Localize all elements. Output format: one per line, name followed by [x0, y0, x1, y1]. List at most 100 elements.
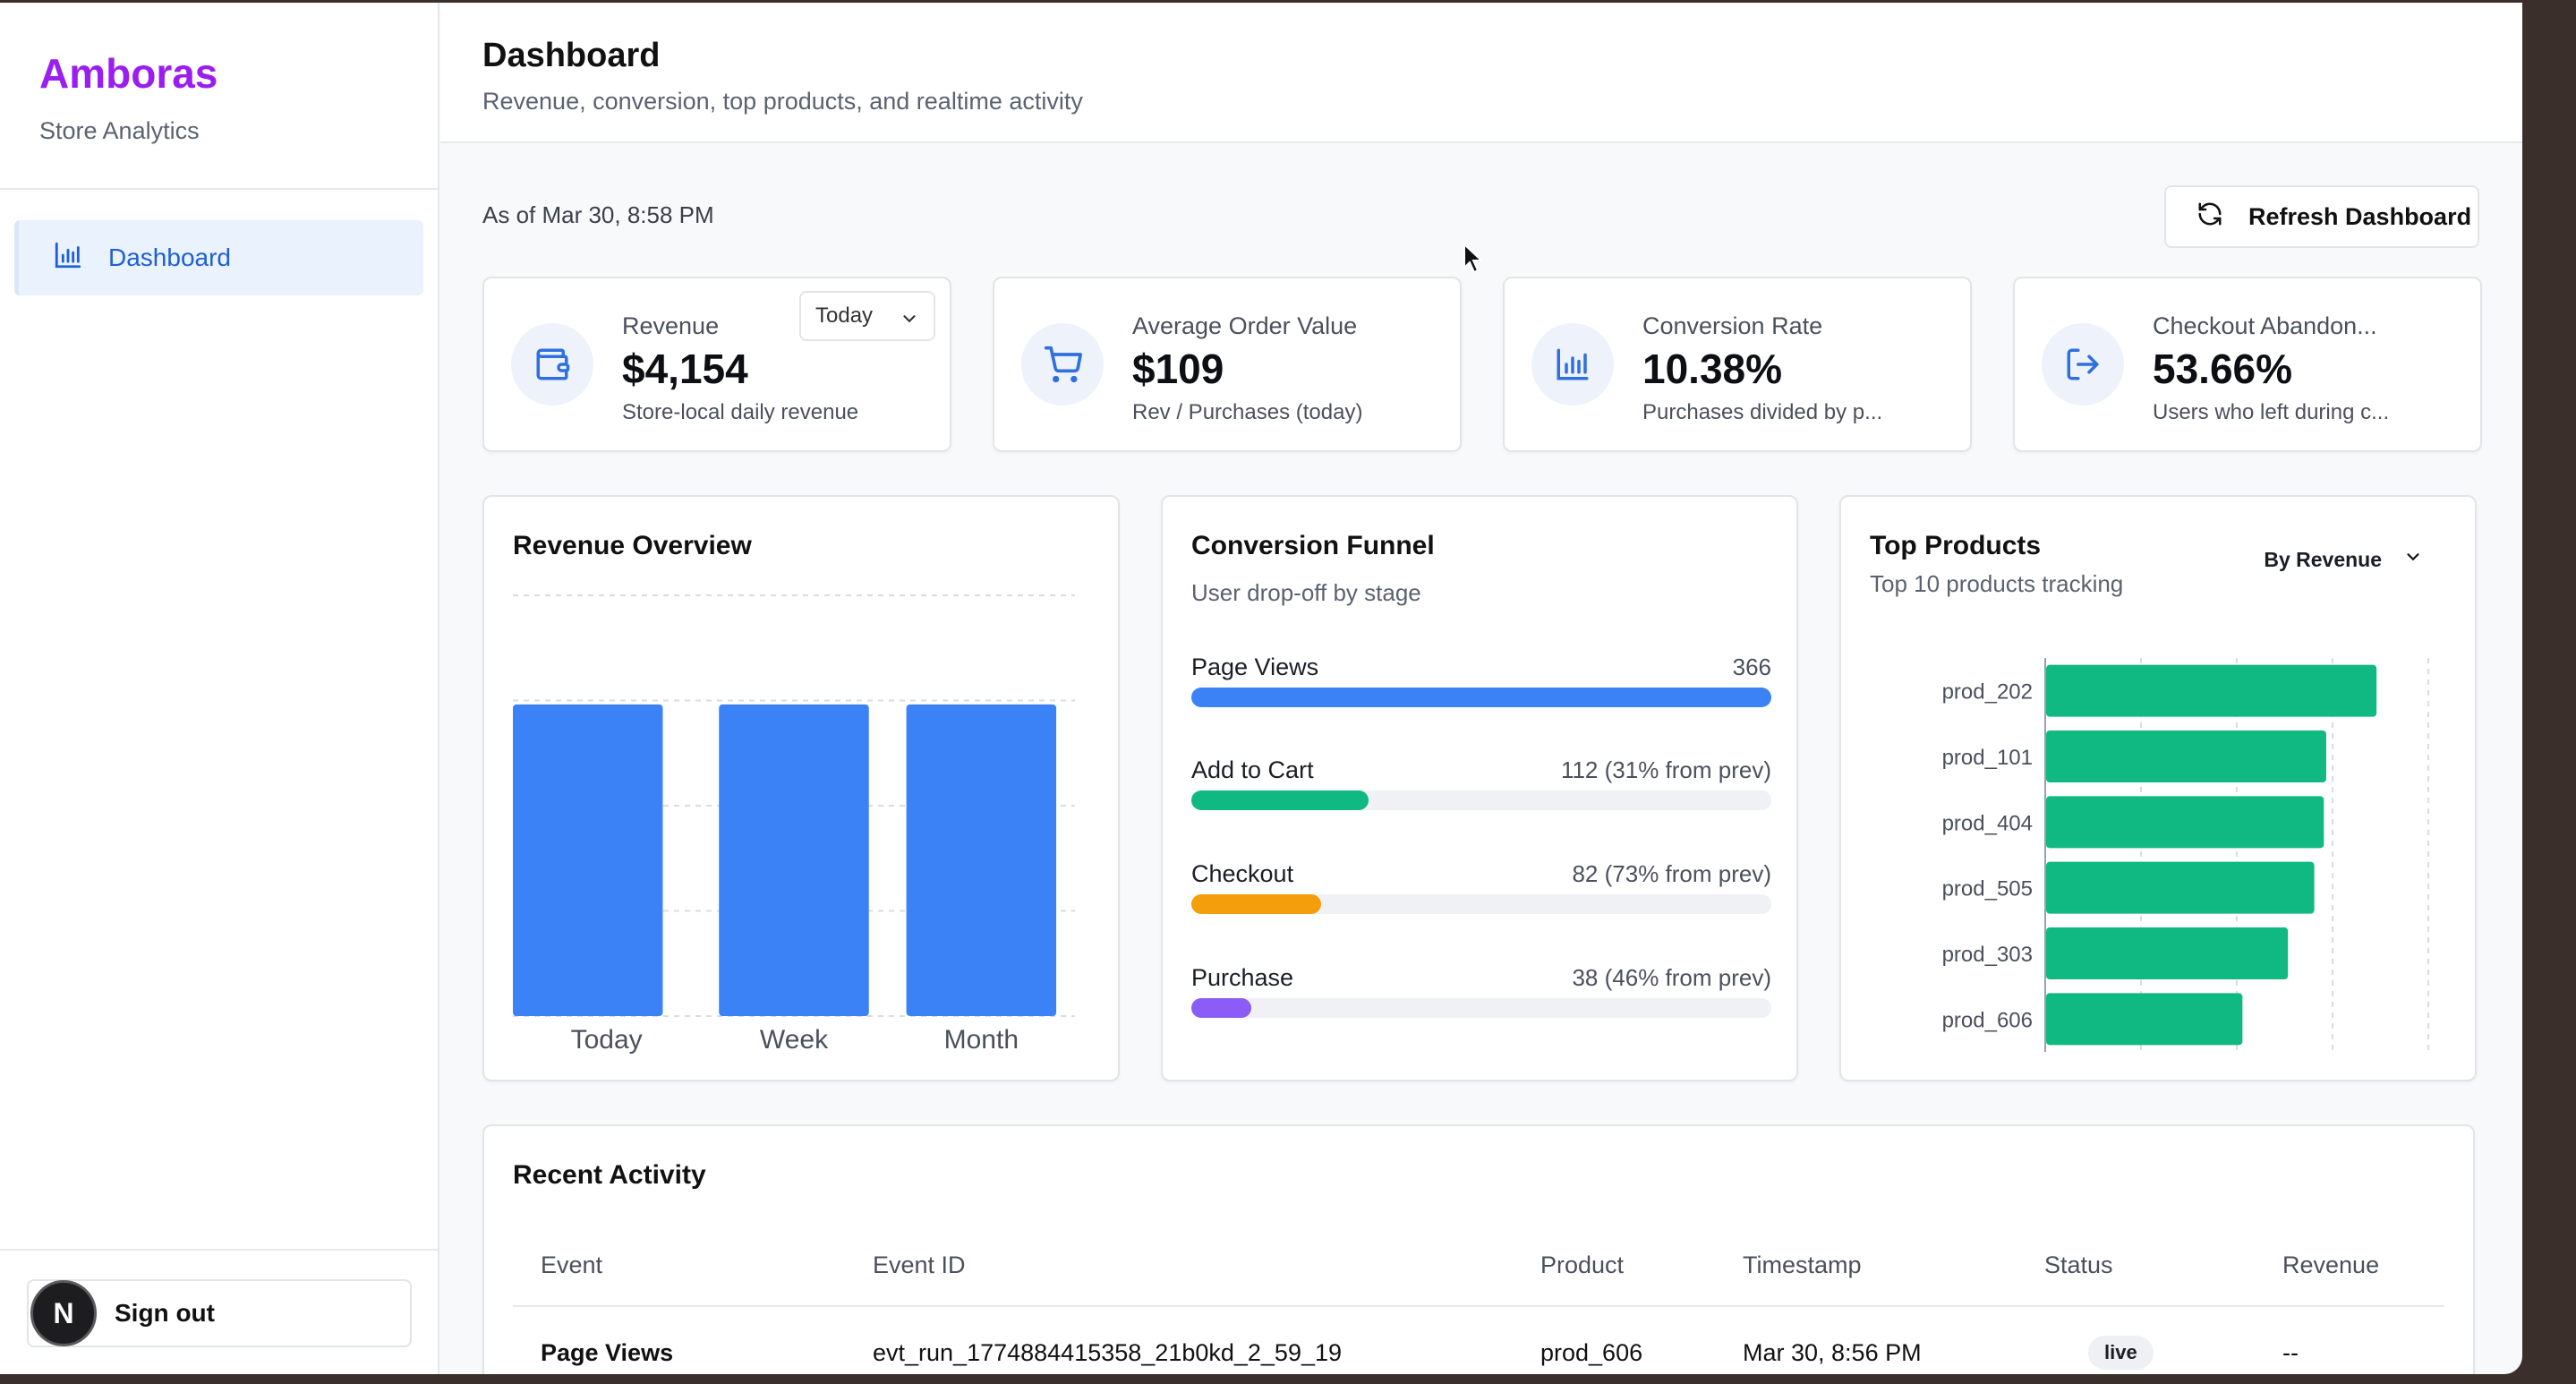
- panel-subtitle: Top 10 products tracking: [1870, 570, 2124, 597]
- top-products-bar-chart: prod_202 prod_101 prod_404 prod_505 prod_303…: [1942, 658, 2429, 1052]
- bar-prod-606[interactable]: [2046, 993, 2243, 1046]
- sidebar-item-dashboard[interactable]: Dashboard: [14, 220, 423, 295]
- kpi-value: 10.38%: [1642, 346, 1783, 392]
- funnel-stage-name: Page Views: [1191, 654, 1319, 680]
- bar-today[interactable]: [513, 704, 663, 1016]
- panel-title: Revenue Overview: [513, 531, 752, 560]
- wallet-icon: [511, 323, 593, 406]
- funnel-stage: Add to Cart 112 (31% from prev): [1191, 756, 1771, 814]
- sort-select-value: By Revenue: [2264, 547, 2382, 571]
- kpi-note: Purchases divided by p...: [1642, 400, 1883, 424]
- refresh-label: Refresh Dashboard: [2248, 202, 2472, 230]
- page-subtitle: Revenue, conversion, top products, and r…: [482, 88, 1083, 115]
- brand-name: Amboras: [39, 50, 218, 97]
- brand-subtitle: Store Analytics: [39, 117, 200, 144]
- status-badge: live: [2088, 1336, 2154, 1370]
- exit-icon: [2042, 323, 2124, 406]
- funnel-bar: [1191, 688, 1771, 707]
- column-header: Event: [541, 1252, 603, 1278]
- x-tick-label: Today: [571, 1025, 643, 1055]
- panel-title: Recent Activity: [513, 1160, 706, 1190]
- bar-prod-101[interactable]: [2046, 730, 2326, 782]
- avatar: N: [30, 1280, 97, 1346]
- recent-activity-panel: Recent Activity Event Event ID Product T…: [482, 1124, 2475, 1374]
- revenue-range-select[interactable]: Today: [799, 291, 935, 341]
- sidebar-item-label: Dashboard: [108, 243, 231, 271]
- kpi-card-aov: Average Order Value $109 Rev / Purchases…: [993, 277, 1462, 452]
- kpi-label: Revenue: [622, 312, 720, 339]
- x-tick-label: Week: [760, 1025, 829, 1055]
- revenue-overview-panel: Revenue Overview Today Week Month: [482, 495, 1120, 1081]
- column-header: Product: [1540, 1252, 1625, 1278]
- kpi-card-abandonment: Checkout Abandon... 53.66% Users who lef…: [2013, 277, 2482, 452]
- mouse-cursor-icon: [1463, 242, 1486, 279]
- kpi-label: Checkout Abandon...: [2153, 312, 2377, 339]
- cell-revenue: --: [2282, 1339, 2299, 1366]
- funnel-track: [1191, 688, 1771, 707]
- funnel-stage: Purchase 38 (46% from prev): [1191, 964, 1771, 1021]
- bar-prod-404[interactable]: [2046, 796, 2324, 849]
- sidebar-footer: N Sign out: [0, 1249, 438, 1374]
- funnel-stage-count: 38 (46% from prev): [1572, 964, 1771, 991]
- funnel-stage: Checkout 82 (73% from prev): [1191, 860, 1771, 918]
- kpi-note: Rev / Purchases (today): [1132, 400, 1363, 424]
- bar-chart-icon: [53, 240, 108, 277]
- funnel-track: [1191, 998, 1771, 1018]
- y-tick-label: prod_303: [1942, 943, 2033, 967]
- divider: [513, 1305, 2444, 1307]
- kpi-value: $4,154: [622, 346, 748, 392]
- refresh-dashboard-button[interactable]: Refresh Dashboard: [2164, 185, 2479, 248]
- conversion-funnel-panel: Conversion Funnel User drop-off by stage…: [1161, 495, 1798, 1081]
- funnel-track: [1191, 894, 1771, 914]
- app-window: Amboras Store Analytics Dashboard N Sign…: [0, 3, 2522, 1374]
- panel-subtitle: User drop-off by stage: [1191, 579, 1421, 606]
- top-products-panel: Top Products Top 10 products tracking By…: [1839, 495, 2477, 1081]
- y-tick-label: prod_202: [1942, 680, 2033, 705]
- kpi-note: Users who left during c...: [2153, 400, 2390, 424]
- bar-prod-505[interactable]: [2046, 861, 2315, 914]
- kpi-label: Average Order Value: [1132, 312, 1358, 339]
- funnel-stage-name: Checkout: [1191, 860, 1294, 887]
- sign-out-button[interactable]: N Sign out: [27, 1279, 412, 1347]
- funnel-stage-count: 82 (73% from prev): [1572, 860, 1771, 887]
- y-tick-label: prod_404: [1942, 811, 2033, 835]
- page-title: Dashboard: [482, 37, 661, 74]
- kpi-value: 53.66%: [2153, 346, 2293, 392]
- page-header: Dashboard Revenue, conversion, top produ…: [440, 3, 2522, 143]
- sidebar: Amboras Store Analytics Dashboard N Sign…: [0, 3, 439, 1374]
- range-select-value: Today: [815, 303, 874, 328]
- funnel-track: [1191, 790, 1771, 810]
- bar-chart-icon: [1531, 323, 1614, 406]
- x-tick-label: Month: [944, 1025, 1019, 1055]
- funnel-stage-name: Purchase: [1191, 964, 1294, 991]
- column-header: Timestamp: [1743, 1252, 1862, 1278]
- bar-prod-303[interactable]: [2046, 927, 2289, 979]
- y-tick-label: prod_606: [1942, 1008, 2033, 1032]
- sign-out-label: Sign out: [115, 1299, 215, 1327]
- funnel-bar: [1191, 894, 1322, 914]
- kpi-value: $109: [1132, 346, 1224, 392]
- funnel-stage: Page Views 366: [1191, 654, 1771, 711]
- sort-select[interactable]: By Revenue: [2264, 547, 2423, 572]
- funnel-stage-count: 112 (31% from prev): [1560, 756, 1771, 783]
- bar-week[interactable]: [719, 704, 869, 1016]
- kpi-label: Conversion Rate: [1642, 312, 1823, 339]
- as-of-timestamp: As of Mar 30, 8:58 PM: [482, 201, 714, 228]
- table-header: Event Event ID Product Timestamp Status …: [484, 1252, 2473, 1294]
- cell-timestamp: Mar 30, 8:56 PM: [1743, 1339, 1922, 1366]
- funnel-bar: [1191, 790, 1369, 810]
- panel-title: Top Products: [1870, 531, 2042, 560]
- column-header: Status: [2044, 1252, 2113, 1278]
- chevron-down-icon: [2382, 547, 2423, 572]
- cart-icon: [1021, 323, 1104, 406]
- bar-month[interactable]: [906, 704, 1057, 1016]
- column-header: Event ID: [873, 1252, 966, 1278]
- y-tick-label: prod_101: [1942, 746, 2033, 770]
- revenue-bar-chart: Today Week Month: [513, 594, 1075, 1055]
- bar-prod-202[interactable]: [2046, 664, 2377, 717]
- sidebar-nav: Dashboard: [0, 190, 438, 326]
- kpi-card-revenue: Revenue $4,154 Store-local daily revenue…: [482, 277, 951, 452]
- funnel-bar: [1191, 998, 1252, 1018]
- panel-title: Conversion Funnel: [1191, 531, 1435, 560]
- refresh-icon: [2196, 201, 2248, 234]
